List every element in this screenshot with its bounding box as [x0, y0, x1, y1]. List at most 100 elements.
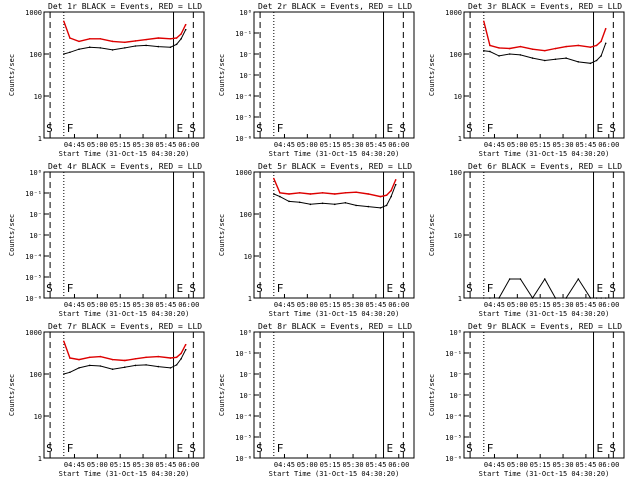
data-point-lld	[176, 37, 178, 39]
x-tick-label: 05:00	[297, 141, 318, 149]
y-tick-label: 10⁰	[239, 9, 252, 17]
data-point-lld	[386, 194, 388, 196]
data-point-events	[112, 368, 114, 370]
event-label-s-end: S	[399, 122, 406, 135]
data-point-events	[555, 58, 557, 60]
y-tick-label: 100	[239, 211, 252, 219]
x-axis-label: Start Time (31-Oct-15 04:30:20)	[479, 310, 610, 318]
y-tick-label: 10	[34, 93, 42, 101]
data-point-events	[498, 297, 500, 299]
x-tick-label: 05:30	[553, 141, 574, 149]
data-point-events	[489, 51, 491, 53]
data-point-lld	[279, 192, 281, 194]
panel-det-5: Det 5r BLACK = Events, RED = LLD11010010…	[218, 162, 414, 318]
data-point-lld	[390, 190, 392, 192]
x-tick-label: 06:00	[388, 141, 409, 149]
y-tick-label: 10⁻⁶	[445, 455, 462, 463]
y-tick-label: 10⁻⁳	[239, 392, 252, 400]
data-point-lld	[345, 192, 347, 194]
detector-grid-figure: Det 1r BLACK = Events, RED = LLD11010010…	[0, 0, 640, 480]
x-tick-label: 05:15	[530, 461, 551, 469]
event-label-e: E	[177, 442, 184, 455]
event-label-s: S	[256, 282, 263, 295]
event-label-s: S	[256, 122, 263, 135]
data-point-lld	[89, 38, 91, 40]
data-point-events	[69, 51, 71, 53]
y-axis-label: Counts/sec	[8, 214, 16, 256]
y-tick-label: 10⁻⁲	[29, 211, 42, 219]
data-point-events	[288, 201, 290, 203]
data-point-lld	[112, 41, 114, 43]
y-tick-label: 10⁻⁲	[449, 371, 462, 379]
x-axis-label: Start Time (31-Oct-15 04:30:20)	[269, 470, 400, 478]
y-tick-label: 10⁻⁶	[235, 455, 252, 463]
event-label-f: F	[487, 122, 494, 135]
y-axis-label: Counts/sec	[428, 374, 436, 416]
data-point-events	[180, 38, 182, 40]
panel-det-8: Det 8r BLACK = Events, RED = LLD10⁻⁶10⁻⁵…	[218, 322, 414, 478]
x-tick-label: 04:45	[484, 461, 505, 469]
series-line-lld	[484, 21, 606, 50]
x-tick-label: 05:45	[365, 301, 386, 309]
data-point-lld	[600, 41, 602, 43]
x-tick-label: 04:45	[64, 461, 85, 469]
data-point-lld	[565, 46, 567, 48]
x-tick-label: 05:15	[320, 461, 341, 469]
data-point-lld	[367, 193, 369, 195]
data-point-events	[509, 278, 511, 280]
data-point-lld	[185, 344, 187, 346]
data-point-events	[520, 278, 522, 280]
data-point-lld	[532, 48, 534, 50]
y-axis-label: Counts/sec	[8, 54, 16, 96]
x-tick-label: 05:45	[575, 461, 596, 469]
data-point-lld	[509, 48, 511, 50]
data-point-events	[555, 297, 557, 299]
data-point-lld	[89, 356, 91, 358]
event-label-f: F	[67, 442, 74, 455]
plot-frame	[464, 12, 624, 138]
data-point-lld	[69, 357, 71, 359]
data-point-lld	[185, 24, 187, 26]
y-tick-label: 100	[29, 51, 42, 59]
event-label-e: E	[387, 282, 394, 295]
data-point-events	[180, 358, 182, 360]
data-point-lld	[124, 41, 126, 43]
y-tick-label: 1000	[445, 9, 462, 17]
data-point-lld	[555, 48, 557, 50]
panel-title: Det 6r BLACK = Events, RED = LLD	[468, 162, 622, 171]
data-point-events	[386, 205, 388, 207]
panel-title: Det 2r BLACK = Events, RED = LLD	[258, 2, 412, 11]
data-point-events	[89, 365, 91, 367]
x-axis-label: Start Time (31-Oct-15 04:30:20)	[59, 150, 190, 158]
data-point-events	[89, 46, 91, 48]
y-axis-label: Counts/sec	[218, 54, 226, 96]
data-point-events	[299, 201, 301, 203]
panel-title: Det 1r BLACK = Events, RED = LLD	[48, 2, 202, 11]
x-tick-label: 06:00	[598, 301, 619, 309]
y-tick-label: 10⁻⁶	[25, 295, 42, 303]
x-axis-label: Start Time (31-Oct-15 04:30:20)	[479, 470, 610, 478]
data-point-lld	[69, 37, 71, 39]
data-point-events	[520, 54, 522, 56]
y-tick-label: 100	[449, 169, 462, 177]
y-tick-label: 10⁻⁳	[29, 232, 42, 240]
x-tick-label: 06:00	[598, 141, 619, 149]
event-label-e: E	[177, 282, 184, 295]
x-tick-label: 04:45	[484, 141, 505, 149]
x-axis-label: Start Time (31-Oct-15 04:30:20)	[59, 470, 190, 478]
x-tick-label: 05:45	[155, 461, 176, 469]
y-tick-label: 10⁰	[239, 329, 252, 337]
data-point-lld	[380, 196, 382, 198]
event-label-s: S	[466, 282, 473, 295]
y-tick-label: 10⁻¹	[235, 350, 252, 358]
data-point-events	[185, 349, 187, 351]
x-tick-label: 05:30	[133, 301, 154, 309]
data-point-lld	[334, 193, 336, 195]
data-point-events	[170, 46, 172, 48]
data-point-lld	[100, 356, 102, 358]
event-label-e: E	[387, 442, 394, 455]
y-axis-label: Counts/sec	[8, 374, 16, 416]
x-tick-label: 05:15	[110, 301, 131, 309]
data-point-events	[390, 196, 392, 198]
data-point-events	[78, 367, 80, 369]
